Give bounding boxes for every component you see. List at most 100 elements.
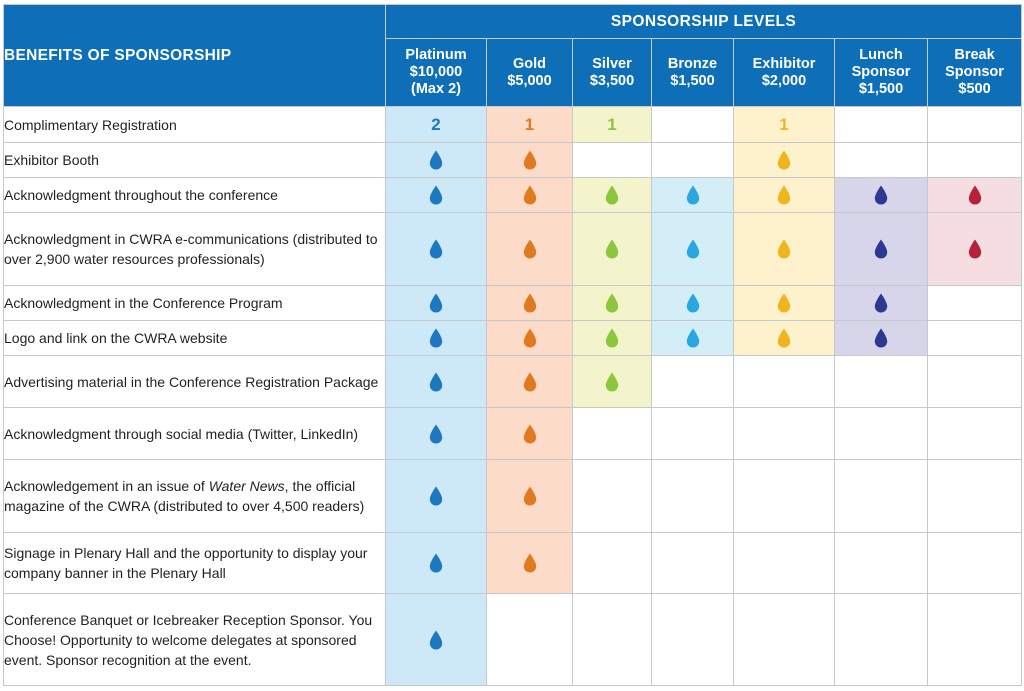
publication-title: Water News xyxy=(208,478,285,494)
level-header-line: Bronze xyxy=(667,55,718,72)
level-header-break: Break Sponsor $500 xyxy=(926,38,1023,107)
water-drop-icon xyxy=(605,328,619,348)
empty-cell xyxy=(572,532,652,594)
empty-cell xyxy=(834,532,928,594)
benefit-label: Acknowledgment throughout the conference xyxy=(3,177,386,213)
benefit-cell-exhb xyxy=(733,285,835,321)
empty-cell xyxy=(651,106,734,143)
water-drop-icon xyxy=(605,239,619,259)
table-header: BENEFITS OF SPONSORSHIP SPONSORSHIP LEVE… xyxy=(3,4,1023,107)
empty-cell xyxy=(926,593,1023,686)
benefit-label: Acknowledgment through social media (Twi… xyxy=(3,407,386,460)
empty-cell xyxy=(733,459,835,533)
benefit-text-part: Acknowledgement in an issue of xyxy=(4,478,209,494)
benefit-cell-silv xyxy=(572,212,652,286)
water-drop-icon xyxy=(523,486,537,506)
empty-cell xyxy=(572,407,652,460)
water-drop-icon xyxy=(429,372,443,392)
level-header-line: $10,000 xyxy=(409,64,463,80)
empty-cell xyxy=(926,142,1023,178)
benefit-cell-exhb xyxy=(733,212,835,286)
level-header-line: Sponsor xyxy=(851,64,911,80)
empty-cell xyxy=(834,355,928,408)
empty-cell xyxy=(486,593,573,686)
level-header-gold: Gold $5,000 xyxy=(486,38,573,107)
water-drop-icon xyxy=(523,185,537,205)
level-header-bron: Bronze $1,500 xyxy=(651,38,734,107)
empty-cell xyxy=(572,593,652,686)
benefit-cell-gold xyxy=(486,285,573,321)
level-header-line: Exhibitor xyxy=(752,55,816,72)
level-header-line: Lunch xyxy=(859,47,903,63)
benefit-cell-plat xyxy=(385,285,487,321)
benefit-cell-gold xyxy=(486,177,573,213)
level-header-line: $5,000 xyxy=(507,72,552,89)
benefit-cell-gold xyxy=(486,459,573,533)
table-row: Acknowledgment through social media (Twi… xyxy=(3,407,1023,460)
empty-cell xyxy=(733,355,835,408)
empty-cell xyxy=(572,459,652,533)
empty-cell xyxy=(733,593,835,686)
benefit-label: Conference Banquet or Icebreaker Recepti… xyxy=(3,593,386,686)
empty-cell xyxy=(834,142,928,178)
table-row: Acknowledgment throughout the conference xyxy=(3,177,1023,213)
empty-cell xyxy=(834,407,928,460)
water-drop-icon xyxy=(968,185,982,205)
table-row: Exhibitor Booth xyxy=(3,142,1023,178)
water-drop-icon xyxy=(686,328,700,348)
benefits-heading: BENEFITS OF SPONSORSHIP xyxy=(3,4,386,107)
empty-cell xyxy=(651,407,734,460)
water-drop-icon xyxy=(686,293,700,313)
benefit-cell-gold xyxy=(486,532,573,594)
benefit-cell-plat xyxy=(385,212,487,286)
benefit-label: Logo and link on the CWRA website xyxy=(3,320,386,356)
table-row: Complimentary Registration 2 1 1 1 xyxy=(3,106,1023,143)
level-header-exhb: Exhibitor $2,000 xyxy=(733,38,835,107)
water-drop-icon xyxy=(777,150,791,170)
benefit-cell-silv xyxy=(572,320,652,356)
benefit-cell-silv xyxy=(572,177,652,213)
water-drop-icon xyxy=(429,150,443,170)
water-drop-icon xyxy=(686,185,700,205)
empty-cell xyxy=(651,355,734,408)
water-drop-icon xyxy=(429,239,443,259)
benefit-cell-exhb xyxy=(733,320,835,356)
water-drop-icon xyxy=(874,239,888,259)
benefits-table-body: Complimentary Registration 2 1 1 1 Exhibitor … xyxy=(3,106,1023,686)
water-drop-icon xyxy=(429,328,443,348)
benefit-cell-plat xyxy=(385,142,487,178)
water-drop-icon xyxy=(874,185,888,205)
empty-cell xyxy=(651,532,734,594)
level-header-line: Silver xyxy=(592,55,632,72)
level-header-line: Break xyxy=(954,47,995,63)
benefit-cell-lunch xyxy=(834,212,928,286)
empty-cell xyxy=(834,593,928,686)
table-row: Conference Banquet or Icebreaker Recepti… xyxy=(3,593,1023,686)
empty-cell xyxy=(733,532,835,594)
table-row: Signage in Plenary Hall and the opportun… xyxy=(3,532,1023,594)
benefit-cell-gold xyxy=(486,212,573,286)
levels-heading: SPONSORSHIP LEVELS xyxy=(384,4,1023,39)
benefit-cell-bron xyxy=(651,320,734,356)
water-drop-icon xyxy=(686,239,700,259)
empty-cell xyxy=(926,106,1023,143)
benefit-label: Signage in Plenary Hall and the opportun… xyxy=(3,532,386,594)
benefit-cell-plat xyxy=(385,593,487,686)
registration-count-exhb: 1 xyxy=(733,106,835,143)
level-header-line: $1,500 xyxy=(858,81,904,97)
water-drop-icon xyxy=(523,553,537,573)
empty-cell xyxy=(733,407,835,460)
level-header-silv: Silver $3,500 xyxy=(572,38,652,107)
empty-cell xyxy=(834,106,928,143)
level-header-line: $3,500 xyxy=(589,72,635,89)
benefit-label: Acknowledgment in the Conference Program xyxy=(3,285,386,321)
benefit-cell-plat xyxy=(385,177,487,213)
benefit-cell-bron xyxy=(651,212,734,286)
benefit-cell-exhb xyxy=(733,142,835,178)
empty-cell xyxy=(651,459,734,533)
empty-cell xyxy=(926,532,1023,594)
empty-cell xyxy=(926,285,1023,321)
table-row: Advertising material in the Conference R… xyxy=(3,355,1023,408)
empty-cell xyxy=(572,142,652,178)
